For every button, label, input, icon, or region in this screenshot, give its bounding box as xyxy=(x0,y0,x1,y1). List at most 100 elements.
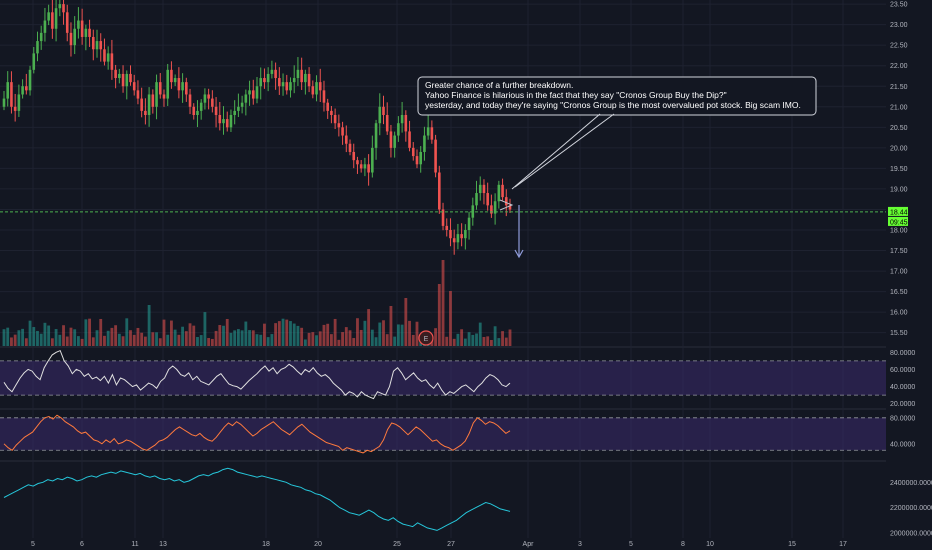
candle-body xyxy=(385,115,389,132)
volume-bar xyxy=(341,332,344,346)
candle-body xyxy=(497,184,501,202)
volume-bar xyxy=(47,325,51,346)
volume-bar xyxy=(13,334,17,346)
candle-body xyxy=(91,36,95,50)
volume-bar xyxy=(125,318,129,346)
volume-bar xyxy=(196,337,199,346)
candle-body xyxy=(248,90,251,95)
volume-bar xyxy=(158,338,162,346)
candle-body xyxy=(478,184,482,194)
candle-body xyxy=(374,123,378,148)
volume-bar xyxy=(382,320,385,346)
candle-body xyxy=(58,4,62,9)
rsi-tick-label: 80.0000 xyxy=(890,350,915,357)
volume-bar xyxy=(36,330,39,346)
candle-body xyxy=(54,8,58,29)
volume-bar xyxy=(460,329,464,346)
candle-body xyxy=(333,115,337,124)
candle-body xyxy=(311,86,315,95)
candle-body xyxy=(237,106,240,111)
volume-bar xyxy=(270,334,274,346)
volume-bar xyxy=(504,337,508,346)
candle-body xyxy=(118,73,121,79)
volume-bar xyxy=(326,323,330,346)
price-tick-label: 23.50 xyxy=(890,2,908,9)
volume-bar xyxy=(248,330,251,346)
candle-body xyxy=(225,119,229,128)
volume-bar xyxy=(445,336,449,346)
volume-bar xyxy=(151,332,155,346)
x-tick-label: 8 xyxy=(681,541,685,548)
candle-body xyxy=(2,98,6,107)
candle-body xyxy=(400,115,404,124)
volume-bar xyxy=(222,325,225,346)
volume-bar xyxy=(393,336,397,346)
volume-bar xyxy=(307,332,311,346)
volume-bar xyxy=(91,337,95,346)
volume-bar xyxy=(6,327,10,346)
candle-body xyxy=(244,94,248,103)
candle-body xyxy=(199,102,203,111)
price-tick-label: 22.50 xyxy=(890,43,908,50)
x-tick-label: 20 xyxy=(314,541,322,548)
volume-bar xyxy=(210,338,214,346)
candle-body xyxy=(445,225,449,230)
candle-body xyxy=(441,209,445,226)
candle-body xyxy=(337,123,341,128)
volume-bar xyxy=(415,321,419,346)
volume-bar xyxy=(76,336,80,346)
candle-body xyxy=(393,135,396,148)
price-tick-label: 21.00 xyxy=(890,104,908,111)
candle-body xyxy=(32,53,36,70)
volume-bar xyxy=(218,325,222,346)
volume-bar xyxy=(311,332,315,346)
volume-bar xyxy=(389,306,393,346)
volume-bar xyxy=(203,312,207,346)
candle-body xyxy=(434,139,437,173)
current-price-badge xyxy=(888,206,908,216)
volume-bar xyxy=(2,329,6,346)
candle-body xyxy=(88,28,91,37)
candle-body xyxy=(508,205,512,210)
volume-bar xyxy=(281,318,285,346)
volume-bar xyxy=(441,260,445,346)
candle-body xyxy=(196,110,199,115)
candle-body xyxy=(103,49,106,62)
x-tick-label: Apr xyxy=(523,541,535,548)
volume-bar xyxy=(73,329,77,346)
candle-body xyxy=(259,78,263,87)
volume-bar xyxy=(129,330,132,346)
earnings-marker-label: E xyxy=(424,336,429,343)
stoch-tick-label: 40.0000 xyxy=(890,441,915,448)
x-tick-label: 17 xyxy=(839,541,847,548)
candle-body xyxy=(25,86,28,91)
volume-bar xyxy=(166,334,170,346)
rsi-tick-label: 40.0000 xyxy=(890,384,915,391)
candle-body xyxy=(378,106,382,124)
volume-bar xyxy=(225,318,229,346)
volume-bar xyxy=(50,338,54,346)
obv-tick-label: 2000000.0000 xyxy=(890,530,932,537)
earnings-marker[interactable] xyxy=(418,330,434,346)
volume-bar xyxy=(10,337,13,346)
volume-bar xyxy=(199,335,203,346)
candle-body xyxy=(36,41,39,54)
volume-bar xyxy=(251,330,255,346)
volume-bar xyxy=(214,330,218,346)
volume-bar xyxy=(318,331,322,346)
candle-body xyxy=(318,82,322,91)
candle-body xyxy=(415,156,419,165)
volume-bar xyxy=(263,323,266,346)
price-tick-label: 15.50 xyxy=(890,330,908,337)
volume-bar xyxy=(177,334,181,346)
candle-body xyxy=(289,82,292,91)
volume-bar xyxy=(489,339,493,346)
candle-body xyxy=(486,193,489,206)
candle-body xyxy=(367,164,370,173)
candle-body xyxy=(296,69,300,79)
candle-body xyxy=(114,69,117,79)
volume-bar xyxy=(370,329,374,346)
candle-body xyxy=(155,82,158,107)
